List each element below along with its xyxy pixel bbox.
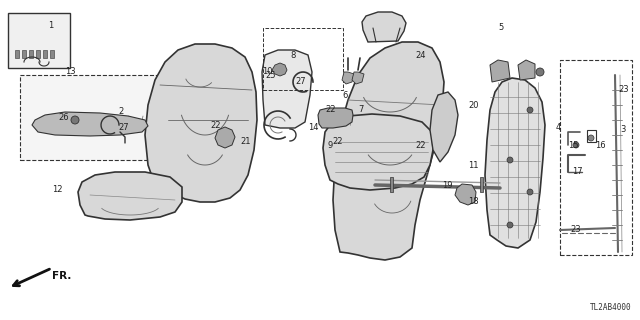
- Polygon shape: [15, 50, 19, 58]
- Polygon shape: [318, 108, 353, 128]
- Text: 17: 17: [572, 167, 582, 177]
- Text: 3: 3: [620, 125, 625, 134]
- Text: 27: 27: [118, 124, 129, 132]
- Polygon shape: [490, 60, 510, 82]
- Polygon shape: [272, 63, 287, 76]
- Text: 2: 2: [118, 108, 124, 116]
- Circle shape: [507, 157, 513, 163]
- Text: TL2AB4000: TL2AB4000: [590, 303, 632, 312]
- Polygon shape: [342, 72, 354, 84]
- Circle shape: [536, 68, 544, 76]
- Text: 18: 18: [468, 197, 479, 206]
- Circle shape: [527, 107, 533, 113]
- Text: 25: 25: [265, 70, 275, 79]
- Polygon shape: [262, 50, 312, 128]
- Text: 7: 7: [358, 106, 364, 115]
- Text: FR.: FR.: [52, 271, 72, 281]
- Polygon shape: [36, 50, 40, 58]
- Polygon shape: [333, 42, 444, 260]
- Bar: [20, 75, 165, 160]
- Polygon shape: [455, 184, 476, 205]
- Polygon shape: [323, 114, 433, 190]
- Text: 22: 22: [325, 106, 335, 115]
- Text: 16: 16: [595, 140, 605, 149]
- Polygon shape: [430, 92, 458, 162]
- Polygon shape: [22, 50, 26, 58]
- Text: 6: 6: [342, 91, 348, 100]
- Circle shape: [71, 116, 79, 124]
- Polygon shape: [43, 50, 47, 58]
- Polygon shape: [145, 44, 257, 202]
- Polygon shape: [362, 12, 406, 42]
- Text: 12: 12: [52, 186, 63, 195]
- Text: 21: 21: [240, 138, 250, 147]
- Text: 15: 15: [568, 140, 579, 149]
- Circle shape: [527, 189, 533, 195]
- Text: 23: 23: [570, 226, 580, 235]
- Polygon shape: [50, 50, 54, 58]
- Circle shape: [573, 142, 579, 148]
- Text: 8: 8: [290, 51, 296, 60]
- Text: 27: 27: [295, 77, 306, 86]
- Text: 22: 22: [332, 138, 342, 147]
- Polygon shape: [485, 78, 545, 248]
- Text: 4: 4: [556, 124, 561, 132]
- Text: 23: 23: [618, 85, 628, 94]
- Text: 11: 11: [468, 161, 479, 170]
- Circle shape: [507, 222, 513, 228]
- Polygon shape: [215, 127, 235, 148]
- Polygon shape: [390, 177, 393, 192]
- Bar: [263, 28, 343, 90]
- Text: 13: 13: [65, 68, 76, 76]
- Polygon shape: [480, 177, 483, 192]
- Polygon shape: [78, 172, 182, 220]
- Circle shape: [588, 135, 594, 141]
- Bar: [560, 60, 632, 255]
- Text: 10: 10: [262, 68, 273, 76]
- Polygon shape: [352, 72, 364, 84]
- Text: 26: 26: [58, 114, 68, 123]
- Bar: [8, 13, 70, 68]
- Text: 14: 14: [308, 124, 319, 132]
- Polygon shape: [32, 112, 148, 136]
- Text: 19: 19: [442, 180, 452, 189]
- Text: 9: 9: [328, 140, 333, 149]
- Text: 22: 22: [210, 121, 221, 130]
- Text: 24: 24: [415, 51, 426, 60]
- Text: 5: 5: [498, 23, 503, 33]
- Text: 20: 20: [468, 100, 479, 109]
- Text: 22: 22: [415, 140, 426, 149]
- Polygon shape: [29, 50, 33, 58]
- Text: 1: 1: [48, 20, 53, 29]
- Polygon shape: [518, 60, 535, 80]
